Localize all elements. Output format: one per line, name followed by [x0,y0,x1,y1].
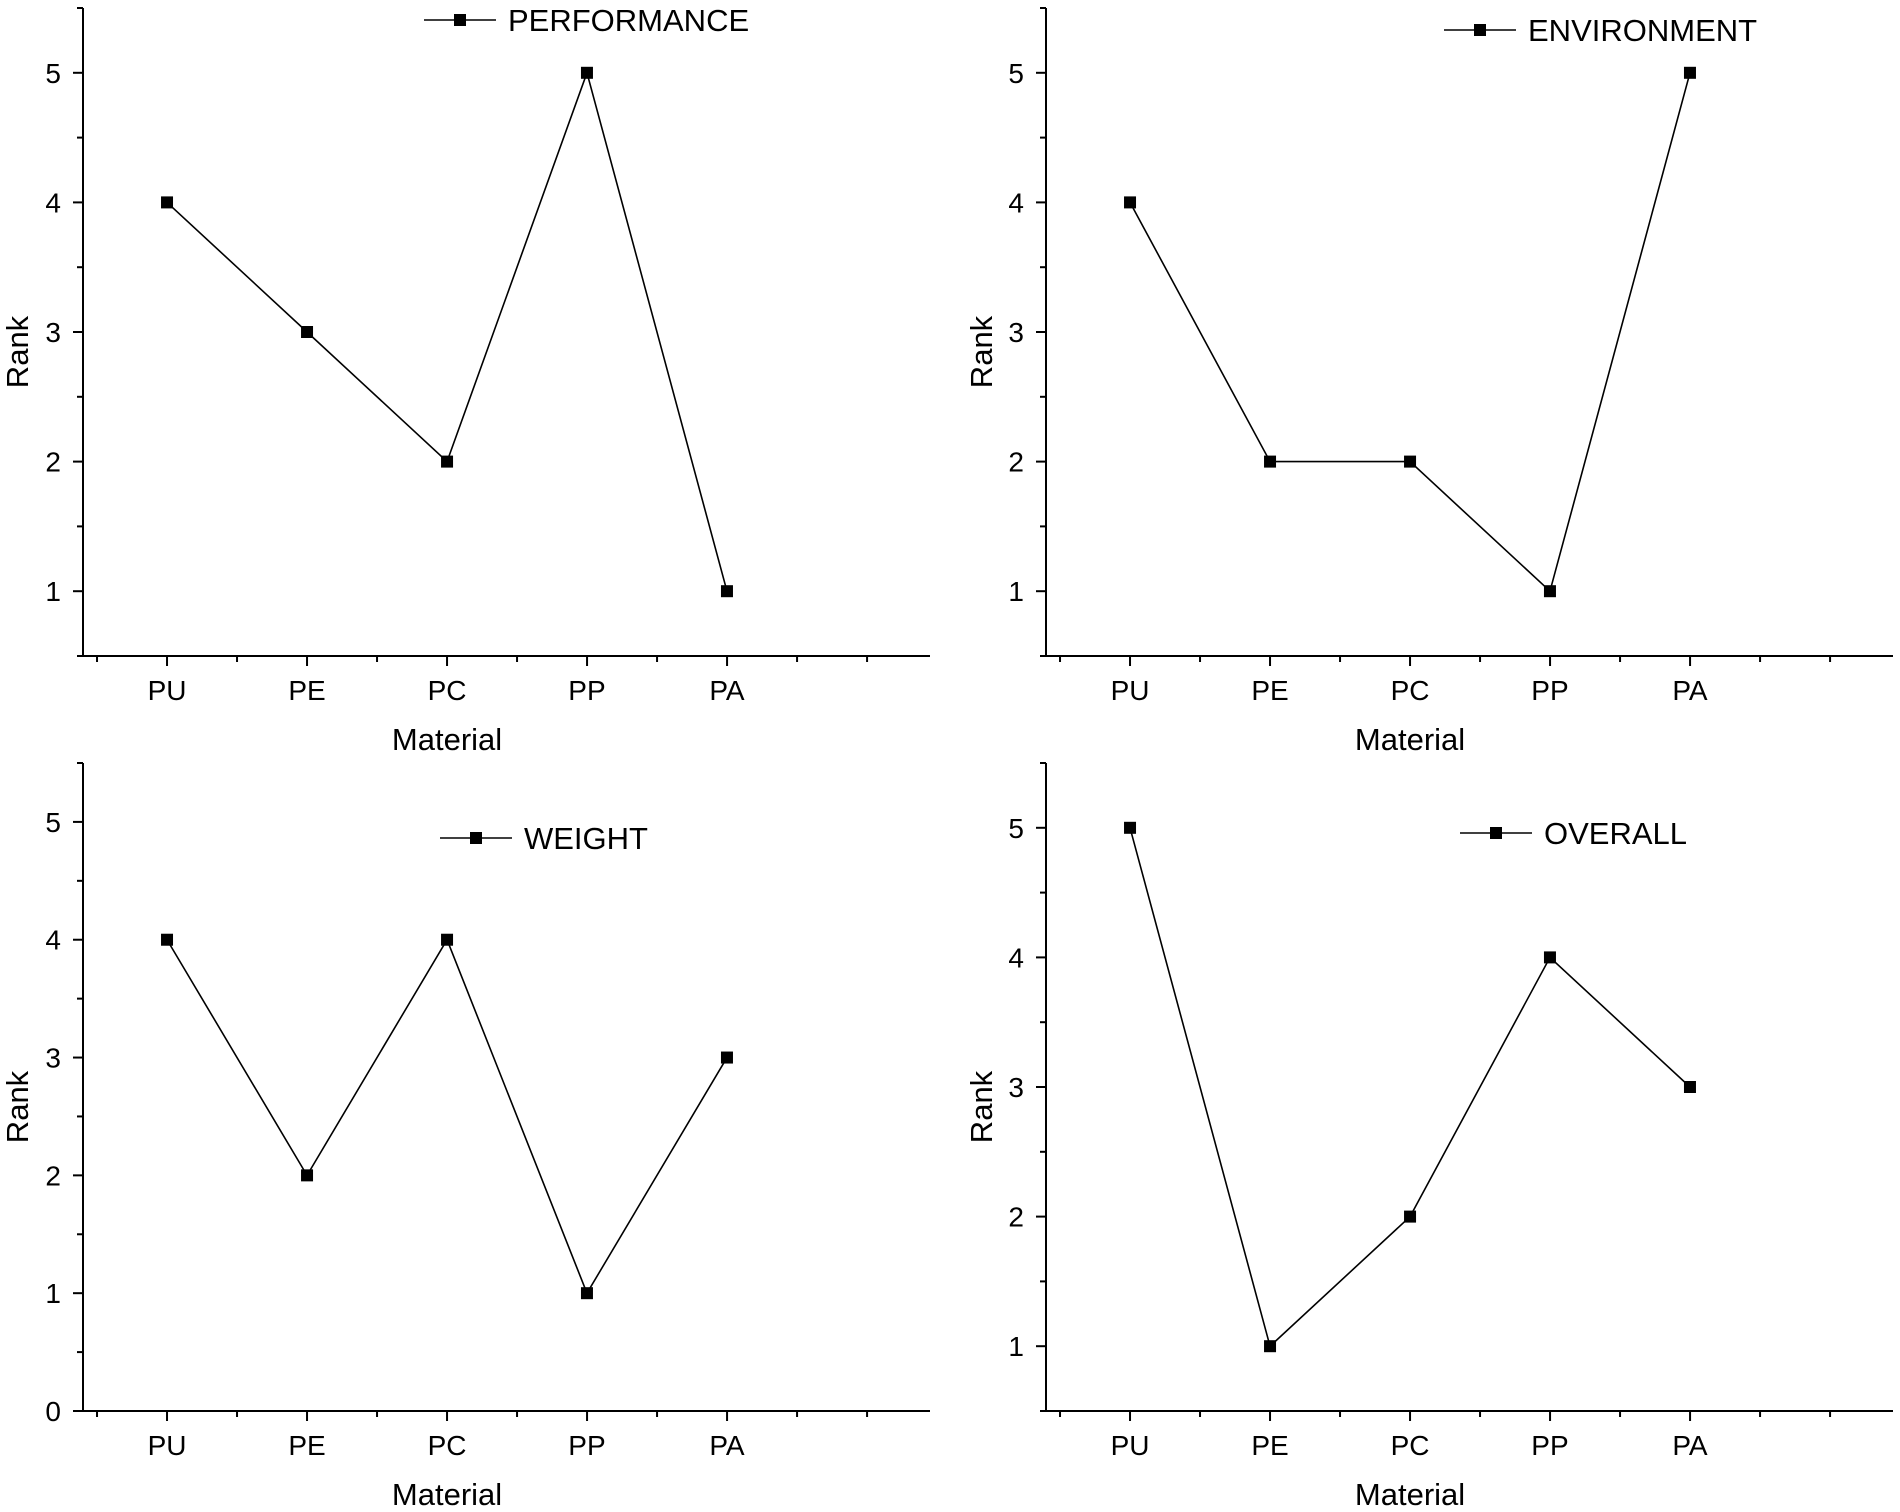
y-tick-label: 1 [1008,576,1024,607]
series-line [1129,827,1691,1348]
x-tick-label: PP [1531,675,1568,706]
y-tick-label: 5 [45,807,61,838]
y-tick-label: 1 [1008,1331,1024,1362]
y-axis-title: Rank [964,315,999,388]
data-point [1404,455,1417,468]
x-tick-label: PC [1391,675,1430,706]
x-tick-label: PE [1251,675,1288,706]
x-axis-title: Material [1355,722,1465,757]
y-tick-label: 2 [1008,447,1024,478]
legend-label: WEIGHT [524,821,648,856]
data-point [301,326,314,338]
x-tick-label: PU [1111,675,1150,706]
x-tick-label: PU [1111,1430,1150,1461]
data-point [301,1169,314,1182]
legend-label: ENVIRONMENT [1528,13,1757,48]
y-tick-label: 1 [45,576,61,607]
y-tick-label: 1 [45,1278,61,1309]
x-tick-label: PA [1672,1430,1708,1461]
x-tick-label: PP [568,1430,605,1461]
x-tick-label: PU [148,1430,187,1461]
x-tick-label: PP [1531,1430,1568,1461]
data-point [580,1287,593,1300]
data-point [720,585,733,598]
y-tick-label: 4 [45,925,61,956]
y-axis-title: Rank [0,1070,35,1143]
data-point [1264,455,1277,468]
data-point [441,933,454,946]
y-tick-label: 4 [1008,187,1024,218]
data-point [1404,1210,1417,1223]
data-point [720,1051,733,1064]
y-tick-label: 2 [45,1160,61,1191]
x-tick-label: PE [1251,1430,1288,1461]
x-axis-title: Material [392,722,502,757]
x-tick-label: PC [1391,1430,1430,1461]
x-tick-label: PC [428,675,467,706]
x-axis-title: Material [392,1477,502,1512]
y-axis-title: Rank [0,315,35,388]
x-tick-label: PC [428,1430,467,1461]
y-tick-label: 0 [45,1396,61,1427]
y-axis-title: Rank [964,1070,999,1143]
y-tick-label: 2 [1008,1202,1024,1233]
y-tick-label: 3 [45,317,61,348]
x-tick-label: PE [288,675,325,706]
x-axis-title: Material [1355,1477,1465,1512]
x-tick-label: PE [288,1430,325,1461]
data-point [1264,1340,1277,1353]
y-tick-label: 4 [1008,942,1024,973]
y-tick-label: 3 [1008,317,1024,348]
y-tick-label: 3 [1008,1072,1024,1103]
data-point [1124,821,1137,834]
legend-marker [454,14,466,26]
y-tick-label: 4 [45,187,61,218]
x-tick-label: PA [709,675,745,706]
legend-marker [1490,827,1502,839]
legend-label: OVERALL [1544,816,1687,851]
y-tick-label: 5 [45,58,61,89]
data-point [1683,1081,1696,1093]
data-point [161,196,174,209]
y-tick-label: 3 [45,1043,61,1074]
y-tick-label: 5 [1008,58,1024,89]
data-point [580,66,593,79]
data-point [1683,66,1696,79]
x-tick-label: PU [148,675,187,706]
data-point [1543,951,1556,964]
legend-marker [1474,24,1486,36]
x-tick-label: PP [568,675,605,706]
legend-label: PERFORMANCE [508,3,749,38]
legend-marker [470,832,482,844]
y-tick-label: 5 [1008,813,1024,844]
data-point [441,455,454,468]
data-point [1543,585,1556,598]
y-tick-label: 2 [45,447,61,478]
data-point [161,933,174,946]
x-tick-label: PA [709,1430,745,1461]
data-point [1124,196,1137,209]
x-tick-label: PA [1672,675,1708,706]
